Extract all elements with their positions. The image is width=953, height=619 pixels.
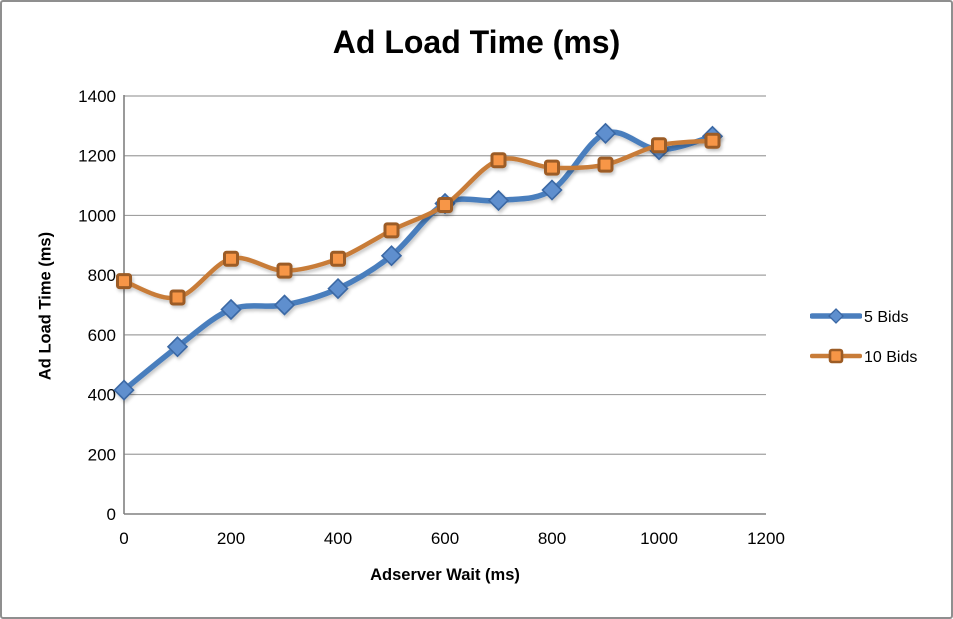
y-tick-label-800: 800 (88, 266, 116, 285)
legend: 5 Bids 10 Bids (809, 306, 918, 386)
data-point-square-marker (544, 159, 560, 176)
y-tick-label-1400: 1400 (78, 87, 116, 106)
x-tick-label-800: 800 (538, 529, 566, 548)
legend-10-bids-line-square-icon (809, 346, 863, 371)
legend-icon-svg (809, 307, 863, 324)
data-point-diamond-marker (273, 294, 296, 316)
legend-5-bids-label: 5 Bids (864, 309, 909, 326)
data-point-square-marker (383, 222, 400, 239)
data-point-square-marker (597, 156, 614, 173)
y-tick-label-1000: 1000 (78, 206, 116, 225)
data-point-diamond-marker (380, 245, 403, 267)
x-tick-label-0: 0 (119, 529, 128, 548)
data-point-square-marker (490, 152, 507, 169)
data-point-diamond-marker (594, 122, 617, 144)
series-5-bids (113, 122, 724, 401)
y-tick-label-600: 600 (88, 326, 116, 345)
data-point-square-marker (276, 262, 293, 279)
data-point-diamond-marker (166, 336, 189, 358)
legend-10-bids-label: 10 Bids (864, 349, 918, 366)
chart-title: Ad Load Time (ms) (332, 24, 621, 60)
data-point-diamond-marker (487, 189, 510, 212)
series-line-5-bids (121, 129, 716, 393)
x-tick-label-400: 400 (324, 529, 352, 548)
y-tick-label-1200: 1200 (78, 147, 116, 166)
series-10-bids (116, 132, 721, 306)
data-point-diamond-marker (220, 298, 242, 321)
x-tick-label-600: 600 (431, 529, 459, 548)
data-point-square-marker (116, 273, 132, 290)
data-point-square-marker (437, 196, 453, 213)
x-tick-label-200: 200 (217, 529, 245, 548)
legend-item-10-bids: 10 Bids (809, 346, 918, 371)
data-point-diamond-marker (327, 277, 349, 300)
data-point-square-marker (704, 132, 721, 149)
series-line-10-bids (121, 138, 715, 301)
y-axis-title: Ad Load Time (ms) (36, 231, 55, 381)
data-point-diamond-marker (113, 379, 135, 401)
x-axis-title: Adserver Wait (ms) (370, 566, 520, 584)
data-point-diamond-marker (541, 179, 563, 201)
legend-5-bids-line-diamond-icon (809, 306, 863, 331)
data-point-square-marker (651, 137, 667, 154)
legend-icon-svg (809, 348, 863, 363)
legend-item-5-bids: 5 Bids (809, 306, 917, 331)
data-point-square-marker (223, 250, 239, 267)
x-tick-label-1200: 1200 (747, 529, 785, 548)
y-tick-label-0: 0 (107, 505, 116, 524)
data-point-square-marker (169, 289, 186, 306)
y-tick-label-200: 200 (88, 445, 116, 464)
x-tick-label-1000: 1000 (640, 529, 678, 548)
y-tick-label-400: 400 (88, 386, 116, 405)
data-point-square-marker (330, 250, 346, 267)
